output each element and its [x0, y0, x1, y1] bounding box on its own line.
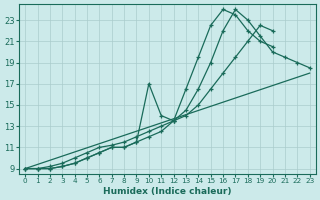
X-axis label: Humidex (Indice chaleur): Humidex (Indice chaleur) — [103, 187, 232, 196]
